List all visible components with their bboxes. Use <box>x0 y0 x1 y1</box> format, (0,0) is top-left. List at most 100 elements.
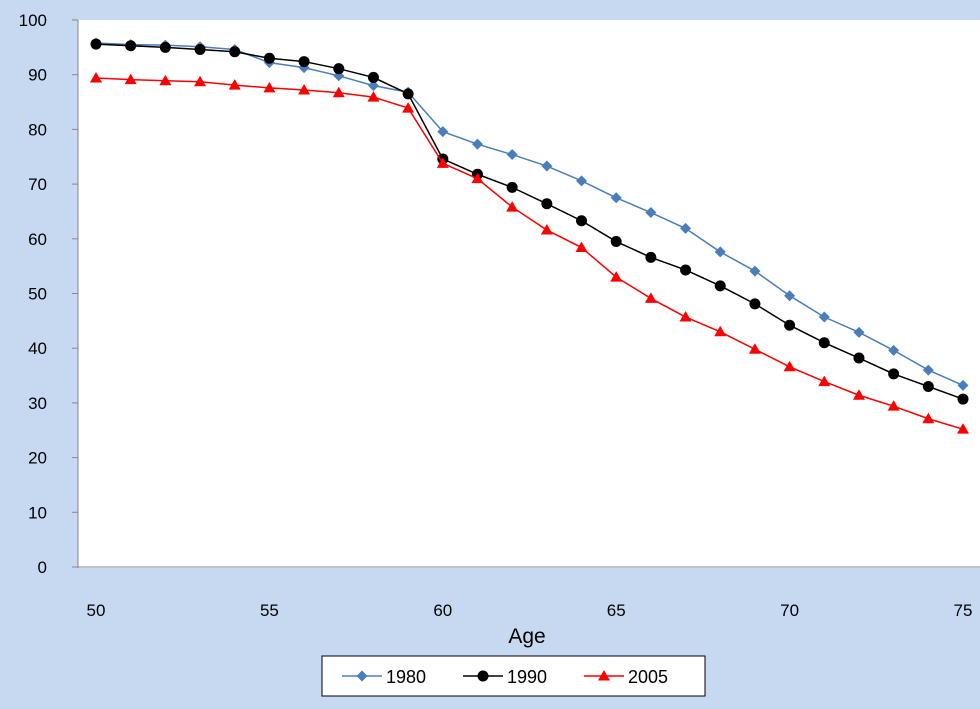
y-tick-label: 100 <box>19 11 47 30</box>
data-point-2005 <box>471 172 484 184</box>
data-point-2005 <box>887 400 900 411</box>
x-axis-title: Age <box>508 625 545 648</box>
series-2005 <box>90 71 969 434</box>
data-point-2005 <box>748 343 761 354</box>
data-point-1980 <box>610 192 622 204</box>
x-tick-label: 50 <box>87 601 106 620</box>
data-point-1990 <box>714 280 726 292</box>
x-tick-label: 60 <box>433 601 452 620</box>
data-point-1990 <box>922 380 934 392</box>
y-tick-label: 60 <box>28 230 47 249</box>
legend-box <box>321 655 706 697</box>
plot-area <box>78 20 980 568</box>
data-point-1990 <box>90 38 102 50</box>
data-point-2005 <box>436 157 449 168</box>
data-point-2005 <box>714 325 727 337</box>
data-point-1990 <box>333 63 345 75</box>
data-point-2005 <box>610 271 623 282</box>
data-point-1980 <box>853 326 865 338</box>
y-tick-label: 30 <box>28 394 47 413</box>
legend-label: 1990 <box>507 667 547 687</box>
series-line-1990 <box>95 43 964 400</box>
data-point-1980 <box>888 344 900 356</box>
x-tick-label: 75 <box>954 601 973 620</box>
series-line-2005 <box>95 77 964 430</box>
data-point-1990 <box>888 368 900 380</box>
data-point-1980 <box>298 62 310 74</box>
data-point-2005 <box>644 292 657 303</box>
data-point-2005 <box>194 75 207 87</box>
data-point-2005 <box>506 201 519 212</box>
data-point-1990 <box>784 319 796 331</box>
series-1990 <box>90 38 969 405</box>
legend-entry-1990: 1990 <box>463 667 547 687</box>
data-point-2005 <box>332 86 345 98</box>
data-point-1980 <box>922 364 934 376</box>
data-point-1990 <box>610 236 622 248</box>
axes: 0 10 20 30 40 50 60 70 80 90 100 50 55 60 65 70 75 <box>19 11 980 620</box>
data-point-2005 <box>228 79 241 90</box>
data-point-1990 <box>853 352 865 364</box>
data-point-1980 <box>749 265 761 277</box>
data-point-2005 <box>263 81 276 93</box>
data-point-1990 <box>298 56 310 68</box>
data-point-1990 <box>749 298 761 310</box>
data-point-2005 <box>818 375 831 387</box>
data-point-1980 <box>645 207 657 219</box>
data-point-2005 <box>922 412 935 424</box>
data-point-1980 <box>714 246 726 258</box>
series-line-1980 <box>95 42 964 387</box>
data-point-2005 <box>540 224 553 235</box>
y-tick-label: 40 <box>28 339 47 358</box>
legend-marker <box>598 670 610 681</box>
data-point-1990 <box>125 40 137 52</box>
data-point-2005 <box>957 423 969 434</box>
legend-label: 1980 <box>386 667 426 687</box>
data-point-1990 <box>680 264 692 276</box>
data-point-2005 <box>852 389 865 400</box>
data-point-1990 <box>159 41 171 53</box>
data-point-2005 <box>90 71 102 83</box>
data-point-2005 <box>159 74 172 86</box>
data-point-1980 <box>506 149 518 161</box>
data-point-2005 <box>575 241 588 253</box>
series-group <box>90 37 969 434</box>
data-point-1990 <box>957 393 969 405</box>
data-point-1980 <box>541 160 553 172</box>
data-point-1980 <box>471 138 483 150</box>
x-tick-label: 65 <box>607 601 626 620</box>
data-point-1980 <box>680 222 692 234</box>
y-tick-label: 70 <box>28 175 47 194</box>
y-tick-label: 0 <box>38 558 47 577</box>
data-point-1990 <box>402 88 414 100</box>
data-point-2005 <box>124 73 137 85</box>
data-point-1990 <box>506 181 518 193</box>
x-tick-label: 55 <box>260 601 279 620</box>
data-point-1990 <box>367 71 379 83</box>
y-tick-label: 50 <box>28 285 47 304</box>
legend-entry-2005: 2005 <box>584 667 668 687</box>
legend: 1980 1990 2005 <box>321 655 706 697</box>
data-point-1980 <box>576 175 588 187</box>
legend-label: 2005 <box>628 667 668 687</box>
data-point-1980 <box>784 290 796 302</box>
data-point-2005 <box>402 102 415 113</box>
y-tick-label: 80 <box>28 120 47 139</box>
data-point-1990 <box>263 52 275 64</box>
data-point-1990 <box>194 44 206 56</box>
y-tick-label: 90 <box>28 66 47 85</box>
data-point-1980 <box>957 379 969 391</box>
legend-entry-1980: 1980 <box>342 667 426 687</box>
data-point-2005 <box>783 360 796 372</box>
data-point-2005 <box>298 84 311 95</box>
data-point-2005 <box>679 311 692 322</box>
data-point-1990 <box>645 251 657 263</box>
data-point-1980 <box>367 80 379 92</box>
data-point-1990 <box>818 337 830 349</box>
data-point-1980 <box>818 311 830 323</box>
x-tick-label: 70 <box>780 601 799 620</box>
y-tick-label: 20 <box>28 449 47 468</box>
data-point-1990 <box>229 46 241 58</box>
